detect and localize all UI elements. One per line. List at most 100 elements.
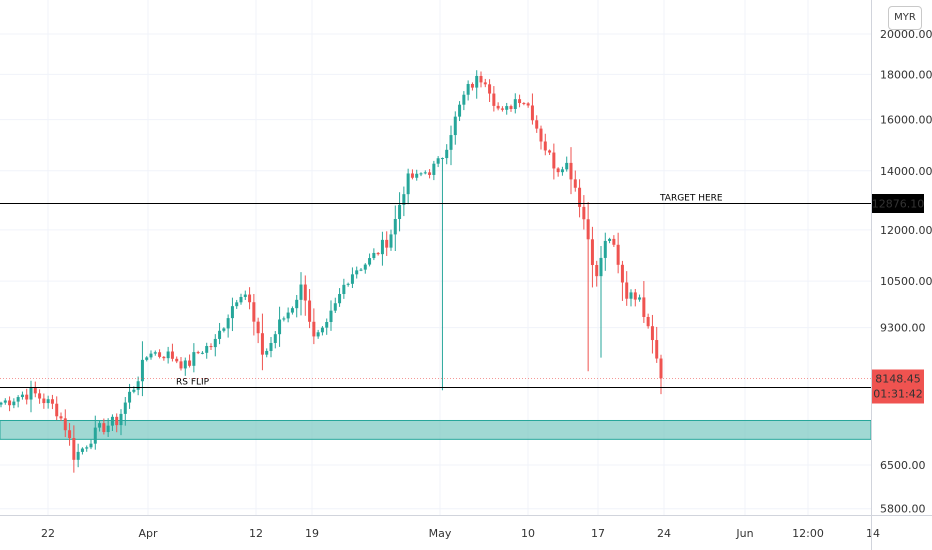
candle-body — [320, 327, 324, 333]
candle-body — [329, 310, 333, 323]
x-tick-label: 19 — [305, 527, 319, 540]
candle-body — [419, 173, 423, 175]
candle-body — [642, 297, 646, 317]
candle-body — [578, 187, 582, 207]
candle-body — [560, 169, 564, 173]
candle-body — [522, 103, 526, 105]
y-tick-label: 20000.00 — [880, 28, 932, 41]
candle-body — [440, 158, 444, 160]
candle-body — [230, 306, 234, 319]
candle-body — [278, 319, 282, 335]
candle-body — [359, 269, 363, 271]
candle-body — [235, 302, 239, 307]
candle-body — [333, 303, 337, 311]
candle-body — [136, 381, 140, 390]
candle-body — [376, 252, 380, 255]
candle-body — [123, 402, 127, 414]
y-tick-label: 14000.00 — [880, 165, 932, 178]
candle-body — [170, 351, 174, 359]
candle-body — [68, 430, 72, 439]
candle-body — [188, 360, 192, 366]
candle-body — [415, 173, 419, 178]
candle-body — [590, 239, 594, 266]
candle-body — [218, 330, 222, 339]
last-price-label: 8148.45 — [875, 373, 921, 386]
candle-body — [625, 282, 629, 299]
candle-body — [308, 300, 312, 322]
x-tick-label: 10 — [521, 527, 535, 540]
candle-body — [488, 84, 492, 94]
candle-body — [158, 352, 162, 357]
candle-body — [209, 346, 213, 348]
candle-body — [76, 451, 80, 460]
x-tick-label: 12 — [249, 527, 263, 540]
level-price-label: 12876.10 — [872, 198, 925, 211]
candle-body — [569, 162, 573, 180]
candle-body — [496, 105, 500, 109]
candle-body — [106, 425, 110, 433]
candle-body — [256, 321, 260, 334]
candle-body — [380, 239, 384, 255]
candle-body — [338, 294, 342, 304]
candle-body — [612, 238, 616, 245]
level-annotation: RS FLIP — [176, 378, 210, 388]
candle-body — [428, 172, 432, 175]
candle-body — [260, 333, 264, 355]
candle-body — [325, 322, 329, 328]
candle-body — [479, 75, 483, 83]
candle-body — [539, 128, 543, 142]
candle-body — [50, 399, 54, 404]
candle-body — [573, 179, 577, 188]
candle-body — [303, 284, 307, 301]
y-tick-label: 10500.00 — [880, 275, 932, 288]
candle-body — [513, 99, 517, 109]
candle-body — [3, 400, 7, 403]
candle-body — [46, 399, 50, 404]
y-tick-label: 12000.00 — [880, 224, 932, 237]
candle-body — [282, 318, 286, 320]
candle-body — [633, 292, 637, 300]
candle-body — [406, 173, 410, 195]
candle-body — [290, 308, 294, 313]
support-zone-layer — [0, 419, 872, 440]
candle-body — [89, 443, 93, 448]
candle-body — [616, 244, 620, 265]
candle-body — [115, 416, 119, 426]
candle-body — [248, 294, 252, 303]
candle-body — [346, 283, 350, 285]
x-tick-label: May — [429, 527, 452, 540]
candle-body — [119, 413, 123, 426]
candle-countdown: 01:31:42 — [873, 388, 922, 401]
y-tick-label: 9300.00 — [880, 322, 926, 335]
candle-body — [470, 83, 474, 88]
candle-body — [552, 152, 556, 169]
y-tick-label: 18000.00 — [880, 68, 932, 81]
candle-body — [526, 103, 530, 106]
candle-body — [149, 353, 153, 358]
candle-body — [530, 105, 534, 121]
candle-body — [59, 416, 63, 419]
candle-body — [342, 284, 346, 295]
y-tick-label: 5800.00 — [880, 503, 926, 516]
x-tick-label: 24 — [657, 527, 671, 540]
candle-body — [12, 401, 16, 406]
candle-body — [402, 194, 406, 205]
last-price-label-bg — [872, 369, 924, 404]
level-annotation: TARGET HERE — [659, 194, 723, 204]
candle-body — [239, 296, 243, 303]
x-tick-label: 12:00 — [792, 527, 824, 540]
candle-body — [638, 297, 642, 300]
candle-body — [110, 416, 114, 426]
currency-button[interactable]: MYR — [888, 6, 922, 30]
candle-body — [582, 206, 586, 220]
candle-body — [659, 358, 663, 379]
candle-body — [286, 312, 290, 319]
candle-body — [0, 402, 3, 405]
candle-body — [222, 328, 226, 331]
candle-body — [16, 397, 20, 402]
candle-body — [252, 302, 256, 322]
candle-body — [368, 258, 372, 265]
